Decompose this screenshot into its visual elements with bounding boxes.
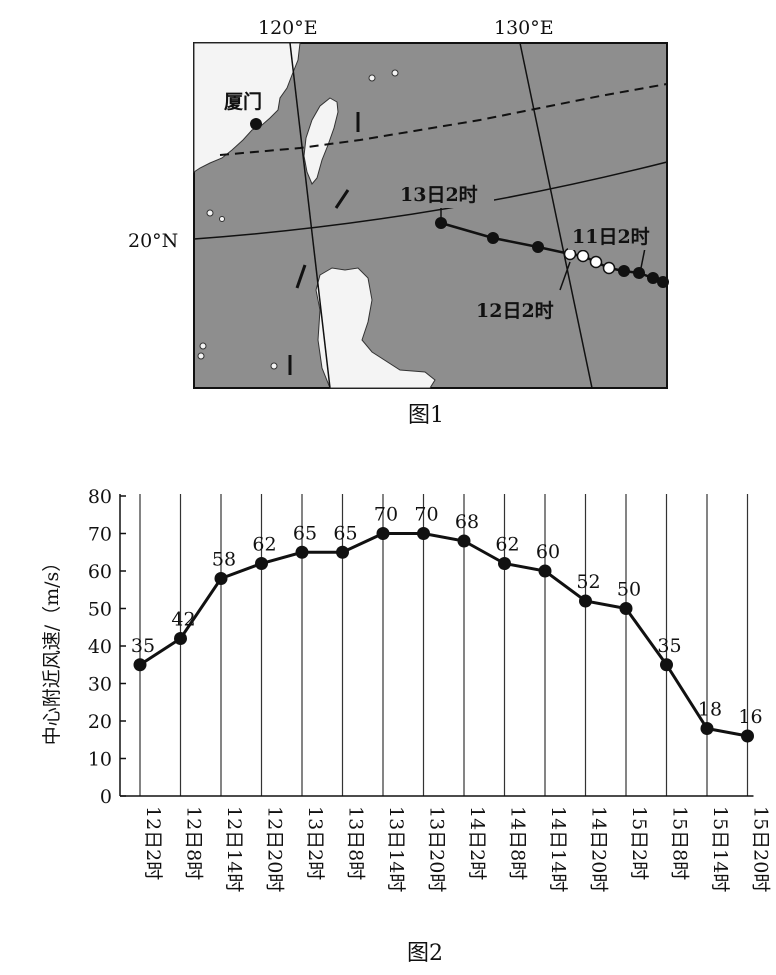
taiwan-island bbox=[303, 97, 339, 185]
x-tick-label: 15日8时 bbox=[669, 806, 691, 880]
y-tick-label: 30 bbox=[88, 674, 112, 696]
data-point bbox=[255, 557, 268, 570]
data-label: 52 bbox=[576, 571, 600, 593]
data-point bbox=[619, 602, 633, 615]
data-label: 65 bbox=[293, 522, 317, 544]
y-tick-label: 80 bbox=[88, 486, 112, 508]
y-tick-label: 50 bbox=[88, 599, 112, 621]
data-point bbox=[295, 545, 309, 559]
x-tick-label: 14日8时 bbox=[507, 806, 529, 880]
figure2-caption: 图2 bbox=[407, 941, 443, 966]
data-point bbox=[376, 527, 390, 540]
data-point bbox=[336, 545, 349, 559]
y-axis-label: 中心附近风速/（m/s） bbox=[41, 553, 63, 746]
data-label: 62 bbox=[495, 534, 519, 556]
graticule bbox=[193, 42, 668, 389]
track-label-13d2h: 13日2时 bbox=[400, 184, 478, 206]
x-tick-label: 14日20时 bbox=[588, 806, 610, 892]
label-bg-12 bbox=[472, 294, 570, 324]
x-tick-label: 12日8时 bbox=[183, 806, 205, 880]
x-tick-label: 13日8时 bbox=[345, 806, 367, 880]
x-tick-label: 15日14时 bbox=[709, 806, 731, 892]
data-label: 70 bbox=[374, 504, 398, 526]
data-point bbox=[741, 729, 754, 743]
lon-label-120: 120°E bbox=[258, 17, 318, 39]
typhoon-track-points bbox=[435, 217, 669, 288]
x-tick-label: 13日14时 bbox=[385, 806, 407, 892]
data-label: 62 bbox=[252, 534, 276, 556]
boundary-segments bbox=[288, 112, 360, 375]
data-label: 70 bbox=[414, 504, 438, 526]
x-tick-label: 13日20时 bbox=[426, 806, 448, 892]
x-ticks: 12日2时 12日8时 12日14时 12日20时 13日2时 13日8时 13日14时 13… bbox=[142, 806, 772, 892]
track-label-12d2h: 12日2时 bbox=[476, 300, 554, 322]
xiamen-label: 厦门 bbox=[224, 90, 262, 113]
data-label: 68 bbox=[455, 511, 479, 533]
mainland-china bbox=[193, 42, 301, 173]
x-tick-label: 13日2时 bbox=[304, 806, 326, 880]
label-bg-11 bbox=[568, 220, 666, 250]
data-point bbox=[174, 632, 187, 645]
y-tick-label: 40 bbox=[88, 636, 112, 658]
typhoon-track-map: 120°E 130°E 20°N 厦门 bbox=[128, 17, 669, 428]
luzon-island bbox=[315, 267, 436, 389]
wind-speed-line bbox=[139, 532, 748, 738]
data-point bbox=[498, 557, 511, 570]
figure1-caption: 图1 bbox=[408, 403, 444, 428]
data-point bbox=[700, 722, 714, 735]
data-point bbox=[579, 594, 592, 608]
data-label: 42 bbox=[171, 609, 195, 631]
y-tick-label: 10 bbox=[88, 749, 112, 771]
x-tick-label: 12日2时 bbox=[142, 806, 164, 880]
x-tick-label: 12日14时 bbox=[223, 806, 245, 892]
x-tick-label: 15日20时 bbox=[750, 806, 772, 892]
data-label: 58 bbox=[212, 549, 236, 571]
data-label: 50 bbox=[617, 579, 641, 601]
y-ticks: 0 10 20 30 40 50 60 70 80 bbox=[88, 486, 126, 808]
data-point bbox=[214, 572, 228, 585]
xiamen-marker bbox=[250, 118, 262, 130]
data-label: 65 bbox=[333, 522, 357, 544]
data-point bbox=[417, 527, 430, 540]
wind-speed-chart: 0 10 20 30 40 50 60 70 80 12日2时 12日8时 12日14时 12日20时… bbox=[41, 486, 772, 966]
y-tick-label: 70 bbox=[88, 524, 112, 546]
data-label: 35 bbox=[131, 635, 155, 657]
lon-label-130: 130°E bbox=[494, 17, 554, 39]
dashed-boundary-line bbox=[219, 83, 668, 156]
x-tick-label: 12日20时 bbox=[264, 806, 286, 892]
data-point bbox=[660, 658, 673, 672]
data-labels: 35 42 58 62 65 65 70 70 68 62 60 52 50 35 18 16 bbox=[131, 504, 763, 729]
label-bg-13 bbox=[396, 178, 494, 208]
y-tick-label: 60 bbox=[88, 561, 112, 583]
data-label: 35 bbox=[657, 635, 681, 657]
data-label: 60 bbox=[536, 541, 560, 563]
data-point bbox=[133, 658, 147, 672]
x-tick-label: 15日2时 bbox=[628, 806, 650, 880]
small-islands bbox=[197, 69, 399, 370]
data-label: 16 bbox=[738, 706, 762, 728]
x-tick-label: 14日2时 bbox=[466, 806, 488, 880]
x-tick-label: 14日14时 bbox=[547, 806, 569, 892]
vertical-gridlines bbox=[139, 494, 749, 796]
lat-label-20n: 20°N bbox=[128, 230, 178, 252]
data-label: 18 bbox=[698, 699, 722, 721]
y-tick-label: 20 bbox=[88, 711, 112, 733]
data-points bbox=[133, 527, 754, 743]
y-tick-label: 0 bbox=[100, 786, 112, 808]
data-point bbox=[457, 534, 471, 548]
track-label-11d2h: 11日2时 bbox=[572, 226, 650, 248]
data-point bbox=[538, 564, 552, 578]
